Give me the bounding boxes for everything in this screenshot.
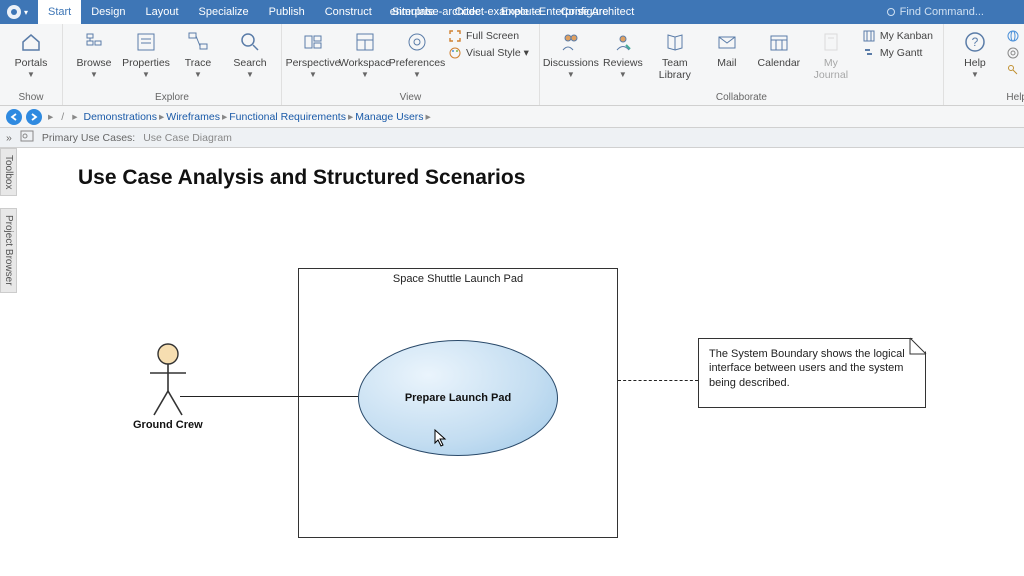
use-case-label: Prepare Launch Pad xyxy=(405,392,511,404)
diagram-title: Use Case Analysis and Structured Scenari… xyxy=(78,166,525,190)
ribbon-group-show: Portals▼Show xyxy=(0,24,63,105)
perspective-button[interactable]: Perspective▼ xyxy=(288,26,338,91)
teamlib-button[interactable]: TeamLibrary xyxy=(650,26,700,91)
svg-text:?: ? xyxy=(972,35,979,49)
palette-icon xyxy=(448,46,462,60)
discussions-button[interactable]: Discussions▼ xyxy=(546,26,596,91)
breadcrumb-item[interactable]: Demonstrations xyxy=(83,111,157,123)
context-bar: » Primary Use Cases: Use Case Diagram xyxy=(0,128,1024,148)
side-tab-project-browser[interactable]: Project Browser xyxy=(0,208,17,293)
menu-tab-layout[interactable]: Layout xyxy=(135,0,188,24)
book-icon xyxy=(661,28,689,56)
window-title: enterprise-architect-example - Enterpris… xyxy=(390,6,635,18)
mygantt-button[interactable]: My Gantt xyxy=(858,45,937,61)
context-diagram-icon[interactable] xyxy=(20,130,34,145)
persp-icon xyxy=(299,28,327,56)
mail-icon xyxy=(713,28,741,56)
ribbon-group-view: Perspective▼Workspace▼Preferences▼Full S… xyxy=(282,24,540,105)
ribbon: Portals▼ShowBrowse▼Properties▼Trace▼Sear… xyxy=(0,24,1024,106)
reviews-button[interactable]: Reviews▼ xyxy=(598,26,648,91)
home-icon xyxy=(17,28,45,56)
help-icon: ? xyxy=(961,28,989,56)
breadcrumb-sep: ▸ xyxy=(48,111,53,123)
breadcrumb-root: / xyxy=(61,111,64,123)
menu-tab-construct[interactable]: Construct xyxy=(315,0,382,24)
diagram-canvas[interactable]: Use Case Analysis and Structured Scenari… xyxy=(18,148,1024,576)
libraries-button[interactable]: Libraries ▾ xyxy=(1002,45,1024,61)
menu-tab-specialize[interactable]: Specialize xyxy=(189,0,259,24)
journal-button[interactable]: MyJournal xyxy=(806,26,856,91)
help-button[interactable]: ?Help▼ xyxy=(950,26,1000,91)
globe-icon xyxy=(1006,29,1020,43)
ribbon-group-collaborate: Discussions▼Reviews▼TeamLibraryMailCalen… xyxy=(540,24,944,105)
find-command-placeholder: Find Command... xyxy=(900,6,984,18)
actor-label: Ground Crew xyxy=(133,419,203,431)
ribbon-group-label: Explore xyxy=(69,91,275,105)
expand-icon xyxy=(448,29,462,43)
ribbon-group-help: ?Help▼Home PageLibraries ▾Register Help xyxy=(944,24,1024,105)
actor-icon xyxy=(146,343,190,417)
homepage-button[interactable]: Home Page xyxy=(1002,28,1024,44)
app-logo[interactable]: ▾ xyxy=(6,1,28,23)
wspace-icon xyxy=(351,28,379,56)
ribbon-group-label: Show xyxy=(6,91,56,105)
association-connector[interactable] xyxy=(180,396,358,397)
note-fold-icon xyxy=(910,338,926,354)
ribbon-group-label: Collaborate xyxy=(546,91,937,105)
trace-button[interactable]: Trace▼ xyxy=(173,26,223,91)
menu-tab-publish[interactable]: Publish xyxy=(259,0,315,24)
board-icon xyxy=(862,29,876,43)
breadcrumb-bar: ▸ / ▸ Demonstrations▸Wireframes▸Function… xyxy=(0,106,1024,128)
title-bar: ▾ StartDesignLayoutSpecializePublishCons… xyxy=(0,0,1024,24)
menu-tab-design[interactable]: Design xyxy=(81,0,135,24)
fullscreen-button[interactable]: Full Screen xyxy=(444,28,533,44)
note-element[interactable]: The System Boundary shows the logical in… xyxy=(698,338,926,408)
mouse-cursor-icon xyxy=(434,429,448,450)
nav-back-button[interactable] xyxy=(6,109,22,125)
prefs-icon xyxy=(403,28,431,56)
mykanban-button[interactable]: My Kanban xyxy=(858,28,937,44)
context-secondary-label: Use Case Diagram xyxy=(143,132,232,144)
main-area: Toolbox Project Browser Use Case Analysi… xyxy=(0,148,1024,576)
breadcrumb-item[interactable]: Manage Users xyxy=(355,111,423,123)
menu-tab-start[interactable]: Start xyxy=(38,0,81,24)
search-icon xyxy=(236,28,264,56)
calendar-button[interactable]: Calendar xyxy=(754,26,804,91)
use-case-oval[interactable]: Prepare Launch Pad xyxy=(358,340,558,456)
key-icon xyxy=(1006,63,1020,77)
register-button[interactable]: Register xyxy=(1002,62,1024,78)
mail-button[interactable]: Mail xyxy=(702,26,752,91)
nav-forward-button[interactable] xyxy=(26,109,42,125)
side-tab-toolbox[interactable]: Toolbox xyxy=(0,148,17,196)
gear-icon xyxy=(1006,46,1020,60)
trace-icon xyxy=(184,28,212,56)
visualstyle-button[interactable]: Visual Style ▾ xyxy=(444,45,533,61)
gantt-icon xyxy=(862,46,876,60)
people-icon xyxy=(557,28,585,56)
props-icon xyxy=(132,28,160,56)
note-text: The System Boundary shows the logical in… xyxy=(709,348,905,389)
cal-icon xyxy=(765,28,793,56)
journal-icon xyxy=(817,28,845,56)
actor-element[interactable]: Ground Crew xyxy=(133,343,203,431)
portals-button[interactable]: Portals▼ xyxy=(6,26,56,91)
note-link-connector[interactable] xyxy=(618,380,698,381)
review-icon xyxy=(609,28,637,56)
search-button[interactable]: Search▼ xyxy=(225,26,275,91)
tree-icon xyxy=(80,28,108,56)
ribbon-group-label: Help xyxy=(950,91,1024,105)
breadcrumb-item[interactable]: Wireframes xyxy=(166,111,220,123)
properties-button[interactable]: Properties▼ xyxy=(121,26,171,91)
ribbon-group-explore: Browse▼Properties▼Trace▼Search▼Explore xyxy=(63,24,282,105)
system-boundary-label: Space Shuttle Launch Pad xyxy=(299,269,617,289)
workspace-button[interactable]: Workspace▼ xyxy=(340,26,390,91)
find-command[interactable]: Find Command... xyxy=(886,6,984,18)
ribbon-group-label: View xyxy=(288,91,533,105)
breadcrumb-item[interactable]: Functional Requirements xyxy=(229,111,346,123)
context-toggle-icon[interactable]: » xyxy=(6,132,12,144)
browse-button[interactable]: Browse▼ xyxy=(69,26,119,91)
preferences-button[interactable]: Preferences▼ xyxy=(392,26,442,91)
context-primary-label: Primary Use Cases: xyxy=(42,132,135,144)
